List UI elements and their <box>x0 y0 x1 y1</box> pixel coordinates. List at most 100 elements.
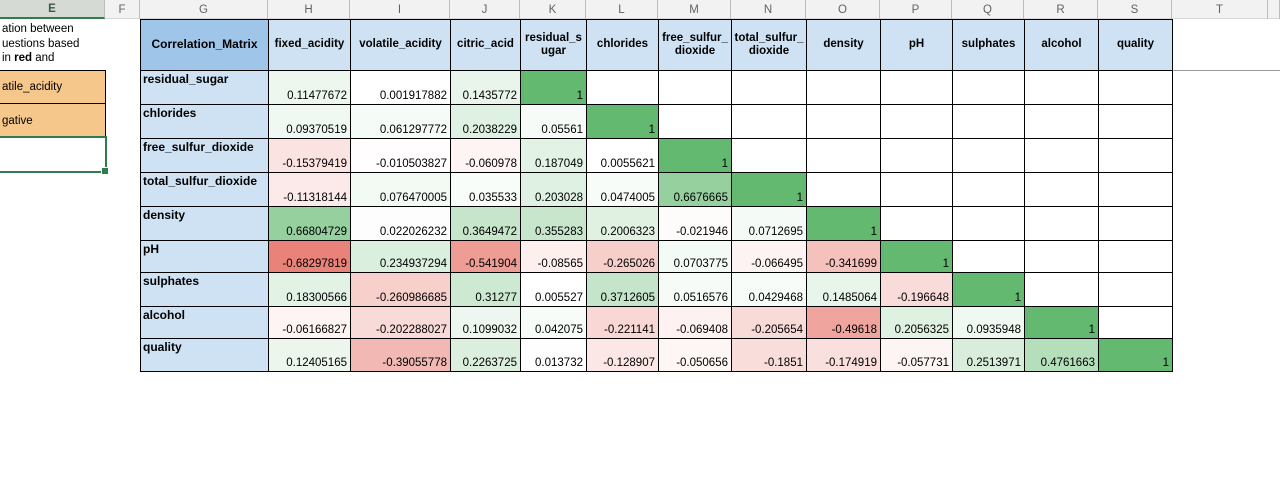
matrix-cell[interactable] <box>881 71 953 105</box>
matrix-cell[interactable]: 0.05561 <box>521 105 587 139</box>
matrix-cell[interactable]: 1 <box>807 207 881 241</box>
matrix-column-header[interactable]: free_sulfur_dioxide <box>659 20 732 71</box>
matrix-cell[interactable]: 1 <box>521 71 587 105</box>
matrix-row-label[interactable]: residual_sugar <box>141 71 269 105</box>
matrix-cell[interactable]: 0.0703775 <box>659 241 732 273</box>
matrix-cell[interactable] <box>1025 207 1099 241</box>
column-header-K[interactable]: K <box>520 0 586 19</box>
matrix-cell[interactable]: 0.18300566 <box>269 273 351 307</box>
matrix-corner-header[interactable]: Correlation_Matrix <box>141 20 269 71</box>
matrix-cell[interactable]: -0.265026 <box>587 241 659 273</box>
fill-handle[interactable] <box>101 167 109 175</box>
matrix-cell[interactable] <box>1099 241 1173 273</box>
matrix-cell[interactable]: -0.060978 <box>451 139 521 173</box>
matrix-cell[interactable] <box>953 173 1025 207</box>
matrix-cell[interactable] <box>1025 139 1099 173</box>
matrix-cell[interactable]: -0.196648 <box>881 273 953 307</box>
matrix-cell[interactable]: 0.2263725 <box>451 339 521 372</box>
matrix-cell[interactable]: 0.1435772 <box>451 71 521 105</box>
matrix-cell[interactable]: -0.050656 <box>659 339 732 372</box>
matrix-cell[interactable]: 1 <box>732 173 807 207</box>
matrix-cell[interactable]: 0.2038229 <box>451 105 521 139</box>
matrix-cell[interactable] <box>1099 307 1173 339</box>
matrix-cell[interactable]: -0.1851 <box>732 339 807 372</box>
matrix-cell[interactable] <box>659 71 732 105</box>
matrix-cell[interactable] <box>807 71 881 105</box>
matrix-cell[interactable]: -0.066495 <box>732 241 807 273</box>
matrix-cell[interactable]: 1 <box>659 139 732 173</box>
column-header-J[interactable]: J <box>450 0 520 19</box>
matrix-cell[interactable]: 0.001917882 <box>351 71 451 105</box>
matrix-cell[interactable]: -0.68297819 <box>269 241 351 273</box>
matrix-cell[interactable]: 0.022026232 <box>351 207 451 241</box>
matrix-cell[interactable]: 0.31277 <box>451 273 521 307</box>
matrix-cell[interactable] <box>1025 241 1099 273</box>
matrix-column-header[interactable]: total_sulfur_dioxide <box>732 20 807 71</box>
matrix-cell[interactable] <box>953 105 1025 139</box>
matrix-column-header[interactable]: pH <box>881 20 953 71</box>
matrix-cell[interactable]: 0.035533 <box>451 173 521 207</box>
matrix-cell[interactable]: 0.0935948 <box>953 307 1025 339</box>
matrix-cell[interactable]: 0.187049 <box>521 139 587 173</box>
matrix-column-header[interactable]: residual_sugar <box>521 20 587 71</box>
column-header-R[interactable]: R <box>1024 0 1098 19</box>
matrix-cell[interactable]: 0.66804729 <box>269 207 351 241</box>
matrix-cell[interactable] <box>1099 139 1173 173</box>
matrix-cell[interactable] <box>953 207 1025 241</box>
matrix-cell[interactable]: -0.174919 <box>807 339 881 372</box>
matrix-cell[interactable] <box>1099 173 1173 207</box>
matrix-cell[interactable]: -0.202288027 <box>351 307 451 339</box>
matrix-cell[interactable]: 1 <box>1099 339 1173 372</box>
matrix-cell[interactable]: 0.3649472 <box>451 207 521 241</box>
matrix-column-header[interactable]: quality <box>1099 20 1173 71</box>
matrix-column-header[interactable]: sulphates <box>953 20 1025 71</box>
matrix-cell[interactable] <box>732 139 807 173</box>
matrix-cell[interactable]: 1 <box>1025 307 1099 339</box>
matrix-cell[interactable]: 0.0516576 <box>659 273 732 307</box>
matrix-cell[interactable]: 0.355283 <box>521 207 587 241</box>
matrix-cell[interactable]: -0.541904 <box>451 241 521 273</box>
column-header-E[interactable]: E <box>0 0 105 19</box>
matrix-cell[interactable]: 0.013732 <box>521 339 587 372</box>
column-header-F[interactable]: F <box>105 0 140 19</box>
matrix-column-header[interactable]: density <box>807 20 881 71</box>
matrix-cell[interactable] <box>1025 173 1099 207</box>
matrix-cell[interactable] <box>732 105 807 139</box>
matrix-cell[interactable] <box>1099 105 1173 139</box>
matrix-cell[interactable] <box>807 139 881 173</box>
matrix-row-label[interactable]: density <box>141 207 269 241</box>
note-text[interactable]: ation between uestions based in red and <box>2 22 79 66</box>
matrix-cell[interactable]: -0.11318144 <box>269 173 351 207</box>
matrix-cell[interactable]: 0.005527 <box>521 273 587 307</box>
column-header-M[interactable]: M <box>658 0 731 19</box>
highlighted-cell[interactable]: gative <box>0 104 106 138</box>
matrix-cell[interactable]: 1 <box>953 273 1025 307</box>
matrix-cell[interactable] <box>953 139 1025 173</box>
column-header-S[interactable]: S <box>1098 0 1172 19</box>
matrix-cell[interactable]: 0.2513971 <box>953 339 1025 372</box>
matrix-row-label[interactable]: free_sulfur_dioxide <box>141 139 269 173</box>
column-header-H[interactable]: H <box>268 0 350 19</box>
matrix-cell[interactable]: -0.49618 <box>807 307 881 339</box>
matrix-column-header[interactable]: citric_acid <box>451 20 521 71</box>
matrix-row-label[interactable]: alcohol <box>141 307 269 339</box>
matrix-cell[interactable] <box>587 71 659 105</box>
matrix-cell[interactable] <box>881 173 953 207</box>
matrix-row-label[interactable]: quality <box>141 339 269 372</box>
column-header-P[interactable]: P <box>880 0 952 19</box>
matrix-cell[interactable] <box>732 71 807 105</box>
matrix-row-label[interactable]: total_sulfur_dioxide <box>141 173 269 207</box>
matrix-cell[interactable]: -0.221141 <box>587 307 659 339</box>
matrix-cell[interactable]: 0.09370519 <box>269 105 351 139</box>
matrix-cell[interactable]: 0.076470005 <box>351 173 451 207</box>
matrix-cell[interactable] <box>881 105 953 139</box>
matrix-cell[interactable]: -0.06166827 <box>269 307 351 339</box>
matrix-column-header[interactable]: alcohol <box>1025 20 1099 71</box>
matrix-cell[interactable]: -0.39055778 <box>351 339 451 372</box>
matrix-cell[interactable]: -0.08565 <box>521 241 587 273</box>
highlighted-cell[interactable]: atile_acidity <box>0 70 106 104</box>
matrix-cell[interactable] <box>1025 71 1099 105</box>
matrix-cell[interactable] <box>1025 273 1099 307</box>
matrix-cell[interactable]: -0.069408 <box>659 307 732 339</box>
column-header-G[interactable]: G <box>140 0 268 19</box>
